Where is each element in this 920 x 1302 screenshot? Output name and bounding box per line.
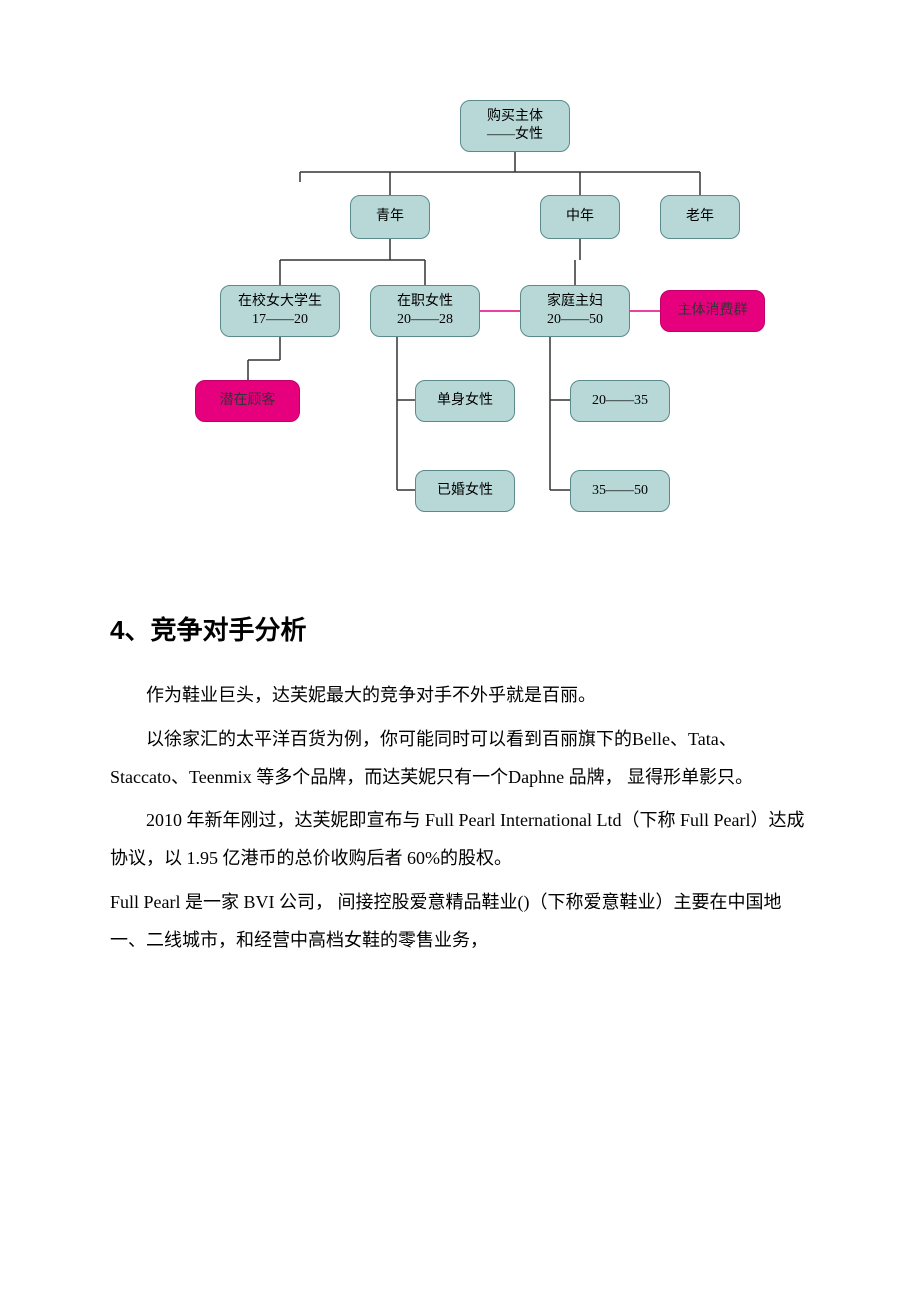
connector (550, 337, 570, 490)
node-student: 在校女大学生17——20 (220, 285, 340, 337)
node-label: 在职女性 (397, 293, 453, 311)
node-single: 单身女性 (415, 380, 515, 422)
connector (280, 239, 425, 285)
node-label: 家庭主妇 (547, 293, 603, 311)
node-age3550: 35——50 (570, 470, 670, 512)
node-root: 购买主体——女性 (460, 100, 570, 152)
node-age2035: 20——35 (570, 380, 670, 422)
node-sublabel: 17——20 (252, 311, 308, 329)
node-label: 35——50 (592, 482, 648, 500)
connector (575, 239, 580, 285)
paragraph: Full Pearl 是一家 BVI 公司， 间接控股爱意精品鞋业()（下称爱意… (110, 884, 810, 960)
node-old: 老年 (660, 195, 740, 239)
connector (397, 337, 415, 490)
node-label: 老年 (686, 208, 714, 226)
node-young: 青年 (350, 195, 430, 239)
section-heading: 4、竞争对手分析 (110, 610, 810, 647)
node-married: 已婚女性 (415, 470, 515, 512)
connector (300, 152, 700, 195)
paragraph: 2010 年新年刚过，达芙妮即宣布与 Full Pearl Internatio… (110, 802, 810, 878)
node-sublabel: 20——28 (397, 311, 453, 329)
node-label: 潜在顾客 (220, 392, 276, 410)
body-text: 作为鞋业巨头，达芙妮最大的竞争对手不外乎就是百丽。以徐家汇的太平洋百货为例，你可… (110, 677, 810, 960)
node-sublabel: 20——50 (547, 311, 603, 329)
paragraph: 作为鞋业巨头，达芙妮最大的竞争对手不外乎就是百丽。 (110, 677, 810, 715)
org-chart-diagram: 购买主体——女性青年 中年 老年在校女大学生17——20 在职女性20——28 家庭主妇… (150, 100, 770, 550)
node-label: 主体消费群 (678, 302, 748, 320)
connector (248, 337, 280, 380)
node-middle: 中年 (540, 195, 620, 239)
node-label: 青年 (376, 208, 404, 226)
node-label: 单身女性 (437, 392, 493, 410)
node-label: 20——35 (592, 392, 648, 410)
node-housewife: 家庭主妇20——50 (520, 285, 630, 337)
node-label: 购买主体 (487, 108, 543, 126)
document-page: 购买主体——女性青年 中年 老年在校女大学生17——20 在职女性20——28 家庭主妇… (0, 0, 920, 1026)
node-label: 已婚女性 (437, 482, 493, 500)
node-potential: 潜在顾客 (195, 380, 300, 422)
node-working: 在职女性20——28 (370, 285, 480, 337)
node-consumer: 主体消费群 (660, 290, 765, 332)
node-label: 在校女大学生 (238, 293, 322, 311)
paragraph: 以徐家汇的太平洋百货为例，你可能同时可以看到百丽旗下的Belle、Tata、St… (110, 721, 810, 797)
node-label: 中年 (566, 208, 594, 226)
node-sublabel: ——女性 (487, 126, 543, 144)
